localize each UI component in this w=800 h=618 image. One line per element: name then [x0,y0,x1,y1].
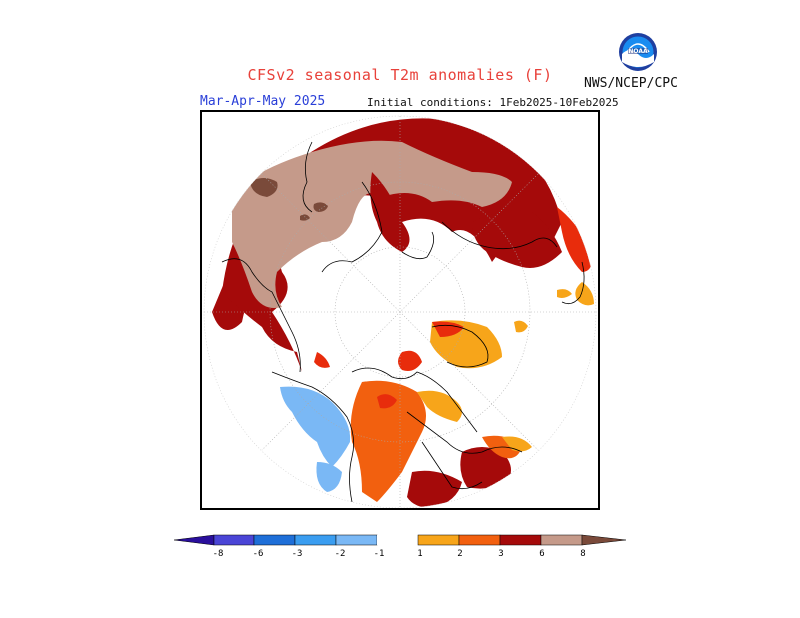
anomaly-region-1-2 [575,282,594,306]
coastline [351,367,478,433]
map-title: CFSv2 seasonal T2m anomalies (F) [247,66,553,84]
anomaly-region-above-8 [300,214,310,221]
coastline [441,221,558,250]
coastline [406,411,523,454]
legend-label: -1 [374,549,385,559]
anomaly-region-6-8 [407,470,462,508]
anomaly-region-3-6 [557,207,593,272]
anomaly-region-2-3 [350,380,426,502]
legend-swatch [335,534,378,546]
anomaly-region-above-8 [313,202,328,212]
legend-label: 6 [539,549,544,559]
legend-swatch [540,534,583,546]
coastline [321,181,383,273]
anomaly-region-1-2 [514,320,528,333]
legend-label: 2 [457,549,462,559]
legend-label: 8 [580,549,585,559]
svg-text:NOAA: NOAA [628,48,648,55]
legend-swatch-below-8 [174,534,215,546]
anomaly-region-neg-1-2 [316,462,342,492]
legend-label: -2 [335,549,346,559]
color-legend: -8 -6 -3 -2 -1 1 2 3 6 8 [174,534,626,559]
polar-map-svg [203,115,597,509]
legend-swatch [253,534,296,546]
coastline [401,231,435,260]
anomaly-map [200,110,600,510]
anomaly-region-6-8 [370,172,410,252]
legend-swatch [417,534,460,546]
anomaly-region-1-2 [502,436,532,452]
coastline [421,441,483,490]
anomaly-region-3-6 [398,350,422,371]
coastline [271,371,355,503]
legend-label: -3 [292,549,303,559]
initial-conditions-label: Initial conditions: 1Feb2025-10Feb2025 [367,96,619,109]
legend-label: -6 [253,549,264,559]
coastline [221,258,301,373]
anomaly-region-6-8 [460,447,511,489]
anomaly-region-3-6 [377,394,397,409]
anomaly-region-8-plus [232,140,512,308]
anomaly-region-6-8 [472,210,562,268]
legend-swatch [499,534,542,546]
season-label: Mar-Apr-May 2025 [200,94,326,109]
anomaly-region-neg-1-2 [280,386,351,467]
legend-label: 3 [498,549,503,559]
legend-swatch [213,534,255,546]
coastline [302,141,313,213]
agency-label: NWS/NCEP/CPC [584,76,678,91]
anomaly-region-1-2 [557,289,572,298]
legend-swatch [458,534,501,546]
anomaly-region-1-2 [417,390,462,422]
coastline [431,324,489,368]
legend-swatch [294,534,337,546]
anomaly-region-3-6 [314,352,330,368]
legend-swatch-above-8 [581,534,626,546]
noaa-logo-icon: NOAA [619,33,657,71]
legend-label: 1 [417,549,422,559]
legend-swatch [377,535,418,545]
coastline [561,261,585,305]
legend-label: -8 [213,549,224,559]
